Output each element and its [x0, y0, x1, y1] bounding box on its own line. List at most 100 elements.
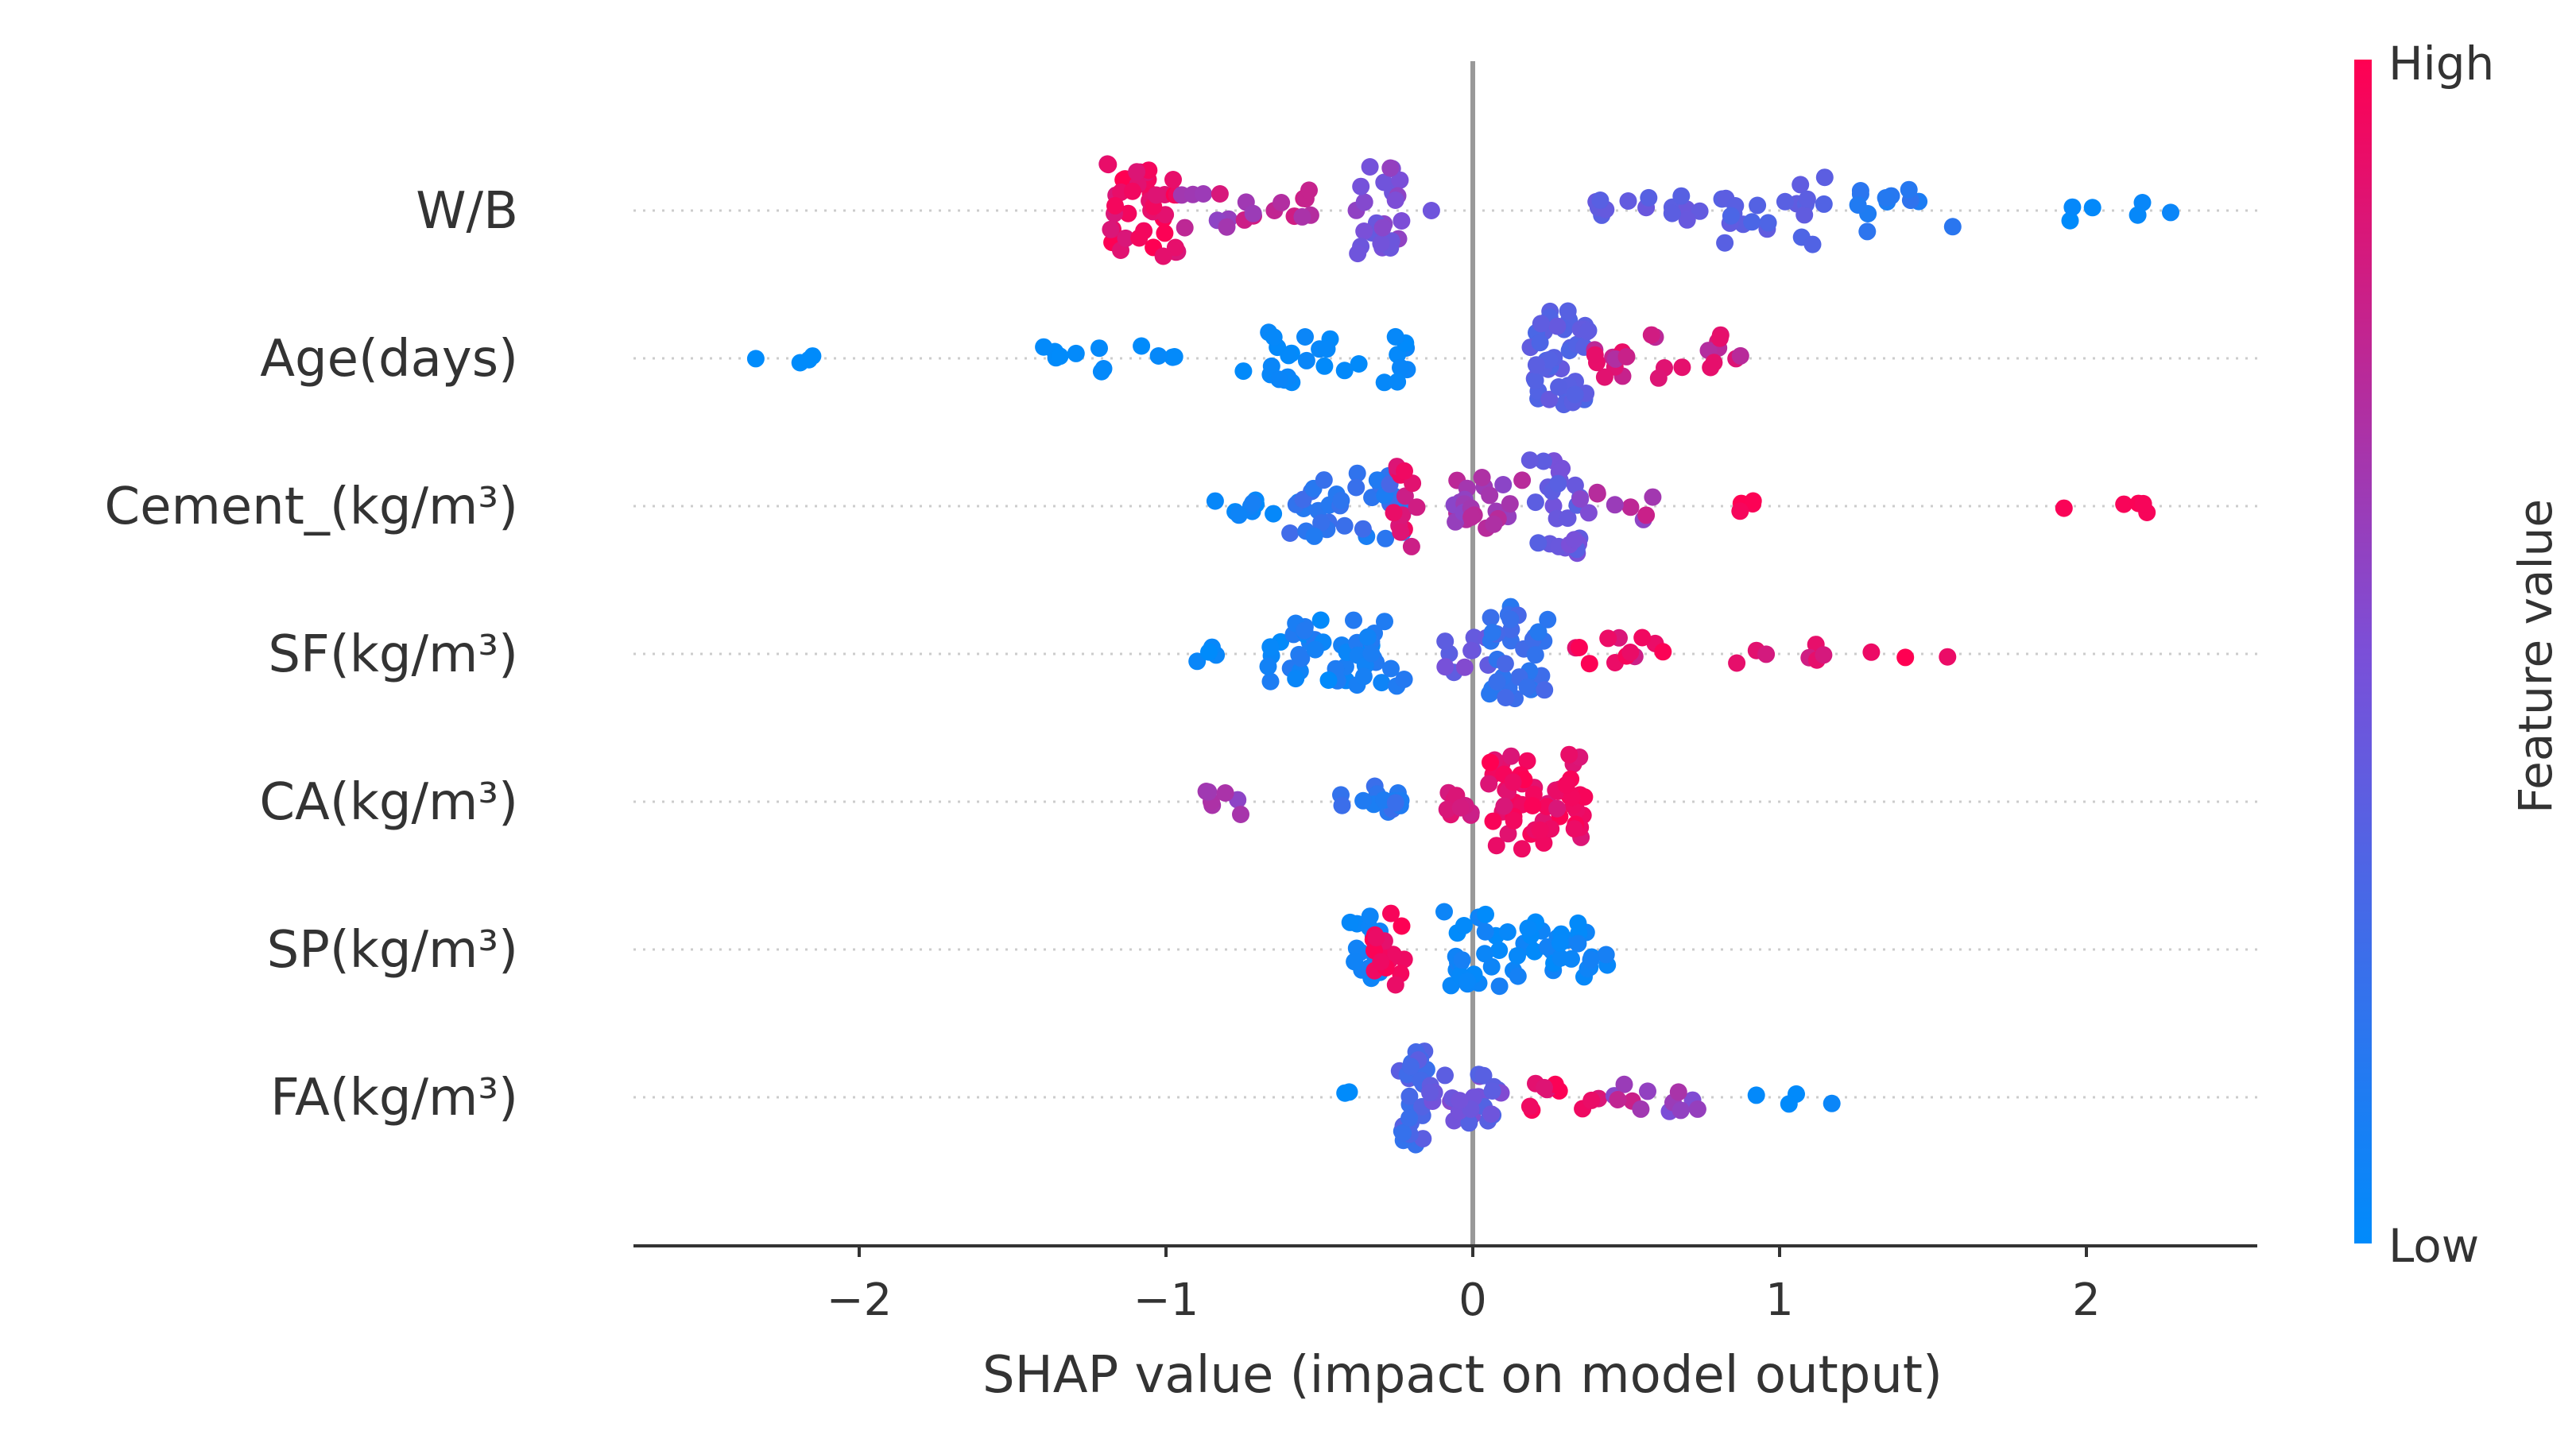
shap-point — [1436, 1066, 1454, 1085]
shap-point — [1414, 1130, 1432, 1148]
shap-point — [1391, 171, 1409, 189]
shap-point — [1534, 452, 1552, 470]
shap-point — [1639, 1082, 1656, 1100]
shap-point — [1747, 1086, 1765, 1104]
shap-point — [1560, 745, 1579, 764]
shap-point — [1386, 327, 1404, 346]
shap-point — [1858, 222, 1877, 241]
shap-point — [1293, 207, 1311, 226]
shap-point — [1743, 213, 1761, 231]
feature-label: SF(kg/m³) — [268, 625, 518, 684]
shap-point — [1559, 509, 1577, 528]
shap-point — [1361, 907, 1379, 926]
shap-point — [1539, 610, 1557, 628]
shap-point — [1372, 234, 1390, 253]
shap-point — [1319, 671, 1338, 689]
shap-point — [1281, 524, 1300, 542]
shap-point — [1595, 368, 1613, 386]
colorbar — [2354, 60, 2372, 1243]
shap-point — [1557, 775, 1575, 794]
shap-point — [1473, 469, 1491, 486]
shap-point — [1458, 973, 1476, 991]
shap-point — [1117, 229, 1135, 247]
shap-point — [1520, 1097, 1539, 1116]
shap-point — [1335, 362, 1354, 380]
shap-points — [746, 155, 2179, 1154]
colorbar-title: Feature value — [2508, 499, 2562, 814]
shap-point — [2055, 499, 2073, 517]
shap-point — [1435, 903, 1453, 921]
shap-point — [1230, 506, 1248, 524]
shap-point — [1757, 645, 1776, 663]
shap-point — [1536, 681, 1554, 699]
x-tick-label: −1 — [1133, 1274, 1199, 1326]
shap-point — [1943, 218, 1962, 236]
shap-point — [1513, 840, 1531, 858]
shap-point — [1669, 1083, 1687, 1101]
shap-point — [1218, 218, 1236, 236]
shap-point — [1375, 173, 1393, 191]
shap-point — [1716, 234, 1734, 252]
shap-point — [1436, 658, 1455, 676]
shap-point — [1451, 1092, 1469, 1110]
shap-point — [1465, 628, 1483, 647]
shap-point — [1400, 1087, 1419, 1105]
shap-point — [1480, 775, 1498, 793]
feature-label: Cement_(kg/m³) — [104, 478, 518, 536]
shap-point — [1851, 182, 1869, 199]
shap-point — [1671, 1101, 1690, 1120]
shap-point — [1575, 788, 1594, 806]
shap-point — [1305, 527, 1323, 545]
shap-point — [1315, 357, 1334, 375]
shap-point — [1495, 797, 1513, 815]
shap-point — [1551, 949, 1570, 967]
shap-point — [1296, 621, 1314, 640]
shap-point — [1509, 967, 1527, 985]
colorbar-low-label: Low — [2388, 1219, 2479, 1273]
shap-point — [1632, 1100, 1650, 1118]
shap-point — [1540, 350, 1559, 369]
shap-point — [1518, 752, 1536, 770]
shap-point — [1354, 520, 1372, 538]
shap-point — [1526, 493, 1544, 512]
x-tick-label: 2 — [2072, 1274, 2101, 1326]
shap-point — [1345, 611, 1362, 629]
shap-point — [746, 350, 765, 368]
shap-point — [1536, 1078, 1553, 1096]
shap-point — [1297, 351, 1315, 369]
shap-point — [1565, 531, 1583, 549]
shap-point — [1815, 195, 1833, 213]
shap-point — [1549, 474, 1567, 493]
shap-point — [1396, 487, 1414, 505]
x-axis-ticks: −2 −1 0 1 2 — [827, 1246, 2101, 1326]
shap-point — [1361, 158, 1379, 176]
shap-point — [1402, 537, 1420, 555]
shap-point — [1234, 362, 1253, 381]
shap-point — [1759, 214, 1777, 232]
shap-point — [1501, 610, 1520, 628]
shap-point — [1099, 156, 1118, 174]
shap-point — [1550, 378, 1568, 396]
shap-point — [1722, 207, 1740, 225]
shap-point — [2129, 206, 2147, 224]
shap-point — [1211, 185, 1229, 203]
shap-point — [1621, 644, 1640, 661]
shap-point — [1795, 206, 1814, 224]
shap-point — [1262, 357, 1280, 375]
shap-point — [1654, 643, 1672, 661]
x-tick-label: −2 — [827, 1274, 893, 1326]
shap-point — [1566, 476, 1584, 494]
shap-point — [1261, 638, 1280, 656]
shap-point — [1644, 488, 1662, 506]
shap-point — [1347, 478, 1365, 497]
shap-point — [1306, 640, 1324, 659]
shap-point — [1389, 373, 1407, 391]
shap-point — [1633, 628, 1652, 647]
shap-point — [1579, 504, 1598, 522]
shap-point — [1382, 659, 1400, 678]
shap-point — [1436, 632, 1455, 651]
shap-point — [1051, 347, 1069, 365]
shap-point — [1341, 913, 1359, 931]
shap-point — [1382, 904, 1400, 922]
shap-point — [1333, 796, 1351, 814]
